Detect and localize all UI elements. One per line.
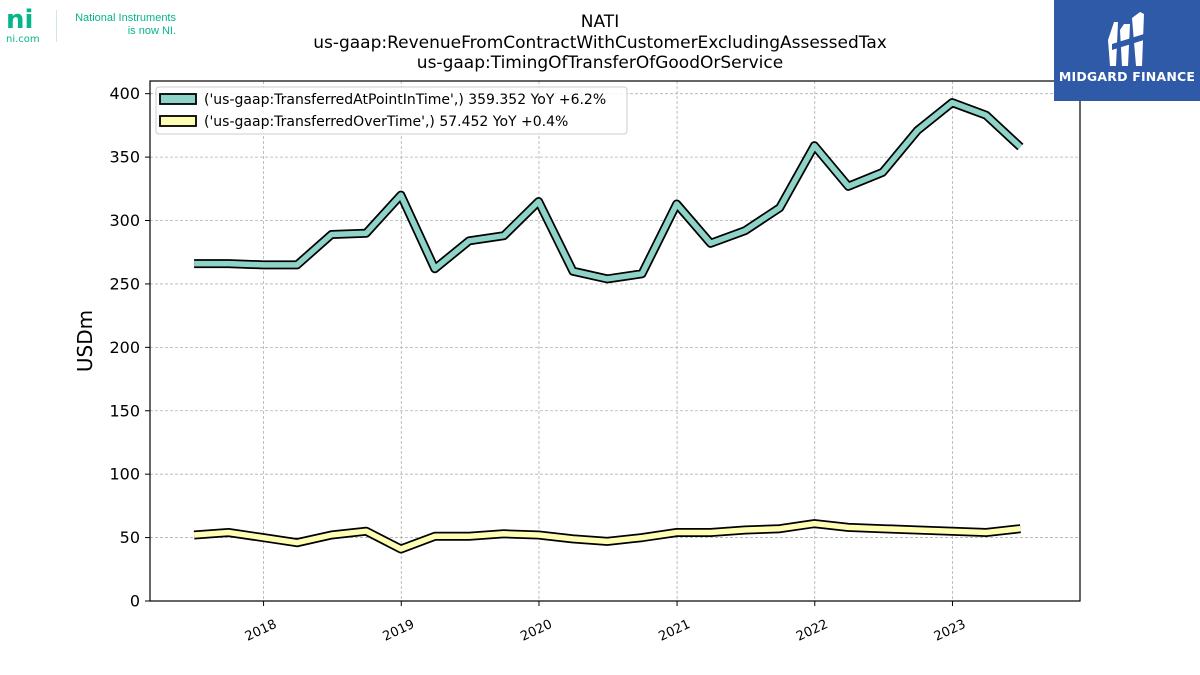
y-tick-label: 0 bbox=[130, 592, 140, 611]
midgard-finance-logo: MIDGARD FINANCE bbox=[1054, 0, 1200, 101]
x-tick-label: 2018 bbox=[243, 617, 279, 645]
ni-tagline-1: National Instruments bbox=[75, 12, 176, 24]
y-tick-label: 50 bbox=[120, 528, 140, 547]
legend-swatch-1 bbox=[159, 93, 197, 105]
ni-tagline-2: is now NI. bbox=[127, 25, 176, 37]
series-1-line bbox=[194, 99, 1023, 282]
y-tick-label: 150 bbox=[109, 401, 140, 420]
plot-frame bbox=[149, 80, 1081, 602]
y-tick-label: 400 bbox=[109, 84, 140, 103]
y-axis-label: USDm bbox=[73, 310, 97, 372]
chart-title-axis: us-gaap:TimingOfTransferOfGoodOrService bbox=[416, 53, 784, 73]
series-2-line bbox=[193, 520, 1021, 552]
x-tick-label: 2020 bbox=[518, 617, 554, 645]
y-tick-label: 350 bbox=[109, 148, 140, 167]
ni-tagline: National Instruments is now NI. bbox=[60, 12, 176, 38]
ni-mark: ni bbox=[6, 6, 33, 35]
x-tick-label: 2022 bbox=[794, 617, 830, 645]
legend-label-2: ('us-gaap:TransferredOverTime',) 57.452 … bbox=[204, 114, 568, 130]
midgard-wordmark: MIDGARD FINANCE bbox=[1058, 69, 1196, 84]
chart-title-ticker: NATI bbox=[580, 12, 620, 32]
y-tick-label: 100 bbox=[109, 465, 140, 484]
x-tick-label: 2019 bbox=[381, 617, 417, 645]
legend-swatch-2 bbox=[159, 115, 197, 127]
midgard-emblem-icon bbox=[1108, 12, 1144, 66]
x-tick-label: 2021 bbox=[656, 617, 692, 645]
y-tick-label: 250 bbox=[109, 274, 140, 293]
legend-label-1: ('us-gaap:TransferredAtPointInTime',) 35… bbox=[204, 92, 606, 108]
y-tick-label: 300 bbox=[109, 211, 140, 230]
ni-domain: ni.com bbox=[6, 34, 40, 44]
x-tick-label: 2023 bbox=[932, 617, 968, 645]
ni-logo: ni ni.com bbox=[6, 5, 50, 48]
ni-divider bbox=[56, 10, 57, 42]
y-tick-label: 200 bbox=[109, 338, 140, 357]
chart-title-concept: us-gaap:RevenueFromContractWithCustomerE… bbox=[313, 33, 887, 53]
legend-box bbox=[155, 86, 628, 135]
